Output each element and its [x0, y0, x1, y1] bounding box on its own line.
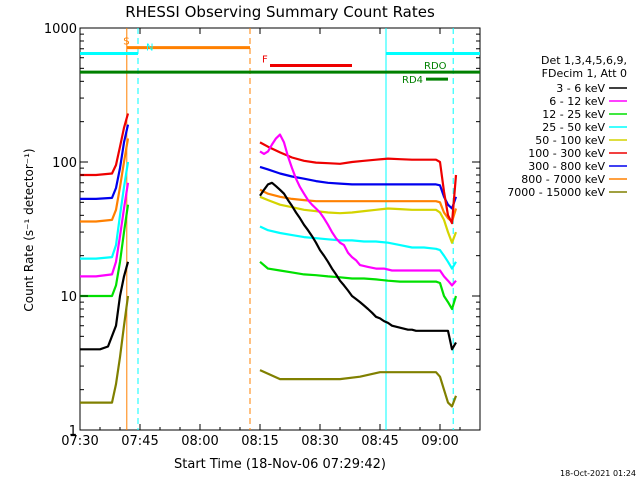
y-tick-label: 10	[60, 290, 77, 305]
series-7000-15000-kev-seg-0	[80, 295, 130, 404]
legend-label-100-300-kev: 100 - 300 keV	[528, 147, 605, 160]
x-axis-label: Start Time (18-Nov-06 07:29:42)	[174, 457, 386, 472]
y-tick-label: 1	[69, 424, 77, 439]
y-axis: 1 10 100 1000	[44, 22, 480, 439]
series-100-300-kev-seg-0	[80, 113, 130, 177]
flag-label-rd4: RD4	[402, 75, 423, 86]
x-tick-label: 08:45	[361, 434, 398, 449]
series-3-6-kev-seg-1	[259, 181, 457, 351]
x-axis: 07:30 07:45 08:00 08:15 08:30 08:45 09:00	[61, 28, 481, 449]
series-3-6-kev-seg-0	[80, 261, 130, 351]
flag-label-rdo: RDO	[424, 61, 447, 72]
legend-label-800-7000-kev: 800 - 7000 keV	[521, 173, 605, 186]
flag-label-f: F	[262, 54, 268, 65]
x-tick-label: 07:30	[61, 434, 98, 449]
legend-label-50-100-kev: 50 - 100 keV	[535, 134, 605, 147]
footer-timestamp: 18-Oct-2021 01:24	[560, 469, 636, 478]
plot-frame	[79, 27, 481, 431]
legend-label-12-25-kev: 12 - 25 keV	[542, 108, 605, 121]
x-tick-label: 09:00	[421, 434, 458, 449]
series-100-300-kev-seg-1	[259, 141, 458, 225]
y-tick-label: 100	[52, 156, 77, 171]
y-tick-label: 1000	[44, 22, 77, 37]
series-6-12-kev-seg-0	[80, 182, 130, 278]
legend-header-line: FDecim 1, Att 0	[542, 67, 627, 80]
legend-label-25-50-kev: 25 - 50 keV	[542, 121, 605, 134]
legend-header-line: Det 1,3,4,5,6,9,	[541, 54, 627, 67]
series-25-50-kev-seg-0	[80, 161, 130, 260]
series-6-12-kev-seg-1	[259, 133, 457, 287]
flag-label-s: S	[123, 37, 129, 48]
series-800-7000-kev-seg-1	[259, 188, 458, 223]
legend: Det 1,3,4,5,6,9,FDecim 1, Att 0 3 - 6 keV…	[507, 54, 627, 199]
flag-label-n: N	[146, 43, 153, 54]
legend-label-300-800-kev: 300 - 800 keV	[528, 160, 605, 173]
series-800-7000-kev-seg-0	[80, 138, 130, 223]
series-group	[80, 113, 458, 408]
x-tick-label: 07:45	[121, 434, 158, 449]
legend-label-6-12-kev: 6 - 12 keV	[549, 95, 605, 108]
x-tick-label: 08:00	[181, 434, 218, 449]
y-axis-label: Count Rate (s⁻¹ detector⁻¹)	[22, 148, 36, 311]
legend-label-3-6-kev: 3 - 6 keV	[556, 82, 605, 95]
series-50-100-kev-seg-0	[259, 195, 458, 244]
series-300-800-kev-seg-0	[80, 124, 130, 200]
series-12-25-kev-seg-0	[80, 204, 130, 298]
x-tick-label: 08:30	[301, 434, 338, 449]
series-25-50-kev-seg-1	[259, 225, 457, 270]
x-tick-label: 08:15	[241, 434, 278, 449]
chart-title: RHESSI Observing Summary Count Rates	[125, 3, 435, 21]
series-12-25-kev-seg-1	[259, 260, 458, 311]
series-7000-15000-kev-seg-1	[259, 369, 458, 408]
legend-label-7000-15000-kev: 7000 - 15000 keV	[507, 186, 605, 199]
